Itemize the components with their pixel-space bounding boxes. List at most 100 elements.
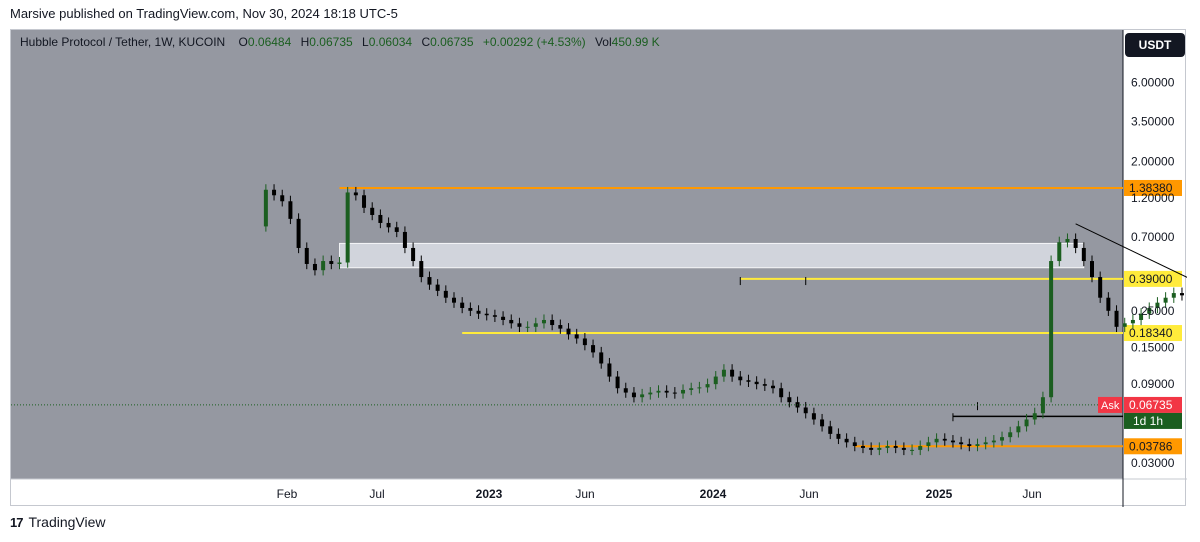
level-tag-box — [1124, 179, 1182, 196]
candle — [844, 433, 849, 448]
candle — [893, 440, 898, 454]
legend-volume-label: Vol — [594, 35, 612, 49]
candle-body — [566, 328, 571, 335]
countdown-label: 1d 1h — [1133, 414, 1163, 428]
candle-body — [288, 201, 293, 219]
candle — [991, 435, 996, 448]
candle — [901, 442, 906, 456]
candle — [910, 444, 915, 456]
candle-body — [337, 262, 342, 264]
candle — [411, 242, 416, 267]
candle-body — [1032, 413, 1037, 420]
y-tick-label: 6.00000 — [1131, 76, 1175, 90]
candle-body — [362, 195, 367, 208]
candle-body — [836, 433, 841, 439]
candle — [501, 311, 506, 326]
candle — [378, 209, 383, 229]
candle — [779, 382, 784, 403]
candle-body — [321, 261, 326, 271]
candle-body — [672, 392, 677, 394]
candle — [828, 420, 833, 440]
candle-body — [1163, 297, 1168, 303]
candle — [697, 381, 702, 394]
legend-close-value: 0.06735 — [430, 35, 474, 49]
ohlc-legend: Hubble Protocol / Tether, 1W, KUCOIN O0.… — [20, 35, 666, 49]
candle-body — [844, 438, 849, 443]
legend-low-value: 0.06034 — [368, 35, 413, 49]
candle-body — [901, 447, 906, 450]
candle — [280, 189, 285, 207]
candle — [803, 401, 808, 419]
candle-body — [1090, 261, 1094, 278]
candle — [836, 428, 841, 445]
candle-body — [541, 319, 546, 324]
y-tick-label: 1.20000 — [1131, 191, 1175, 205]
candle-body — [427, 277, 432, 285]
candle-body — [476, 310, 481, 314]
tradingview-logo[interactable]: 17 TradingView — [10, 514, 106, 530]
x-tick-label: 2024 — [700, 487, 727, 501]
chart-canvas[interactable]: 1.38380 0.39000 0.18340 0.03786 Ask 0.06735 1… — [11, 30, 1187, 507]
candle-body — [1049, 261, 1054, 398]
level-tag-label: 1.38380 — [1129, 181, 1173, 195]
candle-body — [697, 387, 702, 389]
candle-body — [1040, 397, 1045, 414]
candle — [640, 388, 645, 403]
candle-body — [435, 284, 440, 291]
candle-body — [329, 261, 334, 264]
x-tick-label: 2025 — [926, 487, 953, 501]
level-tag-box — [1124, 438, 1182, 455]
y-tick-label: 0.03000 — [1131, 456, 1175, 470]
candle — [272, 184, 277, 201]
candle — [312, 258, 317, 276]
candle-body — [533, 323, 538, 327]
candle-body — [705, 384, 710, 388]
chart-frame[interactable]: 1.38380 0.39000 0.18340 0.03786 Ask 0.06735 1… — [10, 29, 1187, 507]
candle — [550, 314, 555, 331]
level-tag-box — [1124, 325, 1182, 342]
candle-body — [803, 407, 808, 414]
level-tag-label: 0.03786 — [1129, 439, 1173, 453]
candle — [517, 317, 522, 333]
candle — [918, 440, 923, 456]
legend-change: +0.00292 (+4.53%) — [482, 35, 586, 49]
candle — [1016, 420, 1021, 438]
candle-body — [591, 345, 596, 353]
candle-body — [934, 438, 939, 443]
candle — [492, 309, 497, 322]
candle-body — [615, 376, 620, 389]
candle — [746, 374, 751, 387]
candle-body — [1008, 432, 1013, 438]
candle-body — [378, 214, 383, 223]
candle-body — [852, 442, 857, 447]
candle — [574, 328, 579, 344]
candle — [1073, 233, 1078, 254]
level-tag-box — [1124, 270, 1182, 287]
candle-body — [517, 323, 522, 327]
candle-body — [394, 227, 399, 232]
candle — [337, 256, 342, 270]
candle-body — [1130, 319, 1135, 324]
currency-button[interactable]: USDT — [1125, 33, 1185, 57]
candle-body — [1065, 238, 1070, 243]
candle-body — [754, 381, 759, 385]
candle — [648, 387, 653, 400]
candle — [689, 382, 694, 396]
candle-body — [983, 442, 988, 445]
legend-symbol: Hubble Protocol / Tether, 1W, KUCOIN — [20, 35, 226, 49]
candle — [623, 382, 628, 398]
candle — [427, 271, 432, 290]
candle — [664, 385, 669, 398]
y-tick-label: 2.00000 — [1131, 155, 1175, 169]
candle — [1008, 426, 1013, 443]
candle-body — [280, 195, 285, 202]
candle — [983, 436, 988, 450]
legend-high-label: H — [300, 35, 310, 49]
tradingview-logo-text: TradingView — [28, 514, 106, 530]
legend-close-label: C — [421, 35, 431, 49]
candle — [730, 364, 735, 382]
candle-body — [1057, 242, 1062, 262]
candle — [591, 339, 596, 358]
candle-body — [1073, 238, 1078, 248]
candle — [950, 435, 955, 448]
